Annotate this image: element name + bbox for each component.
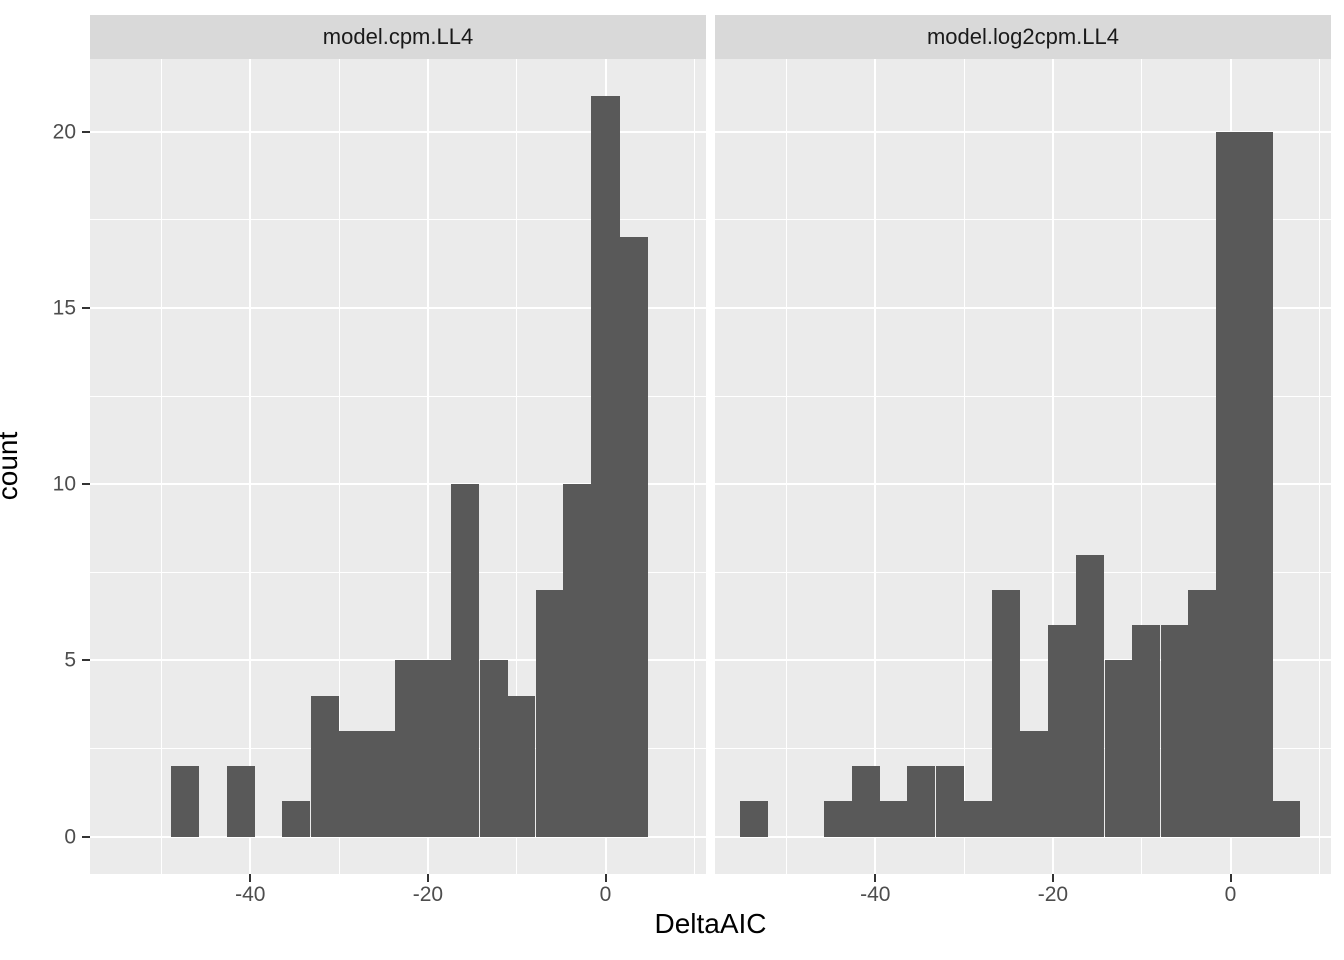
histogram-bar — [1104, 660, 1133, 837]
x-tick-mark — [426, 874, 429, 882]
x-axis-title: DeltaAIC — [654, 908, 767, 939]
y-major-gridline — [715, 483, 1331, 486]
y-tick-mark — [82, 483, 90, 486]
x-minor-gridline — [161, 59, 162, 874]
x-major-gridline — [249, 59, 252, 874]
histogram-bar — [422, 660, 451, 837]
x-tick-label: -20 — [1037, 883, 1069, 906]
x-tick-label: -40 — [235, 883, 266, 906]
y-tick-mark — [82, 130, 90, 133]
histogram-bar — [851, 766, 880, 837]
histogram-bar — [535, 589, 564, 837]
y-tick-label: 0 — [64, 825, 76, 849]
x-minor-gridline — [786, 59, 787, 874]
y-tick-label: 20 — [52, 120, 76, 144]
histogram-bar — [479, 660, 508, 837]
facet-strip-label: model.log2cpm.LL4 — [926, 24, 1119, 49]
x-minor-gridline — [338, 59, 340, 874]
y-tick-label: 10 — [52, 472, 76, 496]
histogram-bar — [507, 695, 536, 837]
histogram-bar — [226, 766, 255, 837]
facet-strip-label: model.cpm.LL4 — [322, 24, 474, 49]
facet-strip-model-log2cpm-ll4: model.log2cpm.LL4 — [715, 15, 1331, 59]
histogram-bar — [964, 801, 993, 837]
y-tick-label: 5 — [64, 648, 76, 672]
histogram-bar — [563, 484, 592, 837]
x-tick-mark — [1229, 874, 1232, 882]
y-minor-gridline — [90, 219, 706, 221]
histogram-bar — [1020, 730, 1049, 837]
x-major-gridline — [874, 59, 877, 874]
x-tick-label: -40 — [860, 883, 891, 906]
histogram-bar — [1047, 625, 1076, 837]
x-tick-label: 0 — [599, 883, 612, 906]
x-minor-gridline — [963, 59, 965, 874]
y-major-gridline — [90, 130, 706, 133]
y-major-gridline — [90, 306, 706, 309]
x-tick-mark — [874, 874, 877, 882]
y-major-gridline — [90, 483, 706, 486]
y-major-gridline — [715, 130, 1331, 133]
facet-panel-model-cpm-ll4 — [90, 59, 706, 874]
x-minor-gridline — [693, 59, 695, 874]
histogram-bar — [170, 766, 199, 837]
y-tick-mark — [82, 306, 90, 309]
histogram-bar — [619, 237, 648, 837]
histogram-bar — [1272, 801, 1301, 837]
histogram-bar — [339, 730, 368, 837]
y-tick-mark — [82, 659, 90, 662]
x-tick-mark — [249, 874, 252, 882]
histogram-bar — [282, 801, 311, 837]
y-major-gridline — [715, 306, 1331, 309]
y-tick-label: 15 — [52, 296, 76, 320]
histogram-bar — [1076, 554, 1105, 837]
x-minor-gridline — [1318, 59, 1320, 874]
y-minor-gridline — [715, 571, 1331, 573]
facet-strip-model-cpm-ll4: model.cpm.LL4 — [90, 15, 706, 59]
histogram-bar — [451, 484, 480, 837]
x-tick-mark — [604, 874, 607, 882]
x-tick-mark — [1051, 874, 1054, 882]
histogram-bar — [991, 589, 1020, 837]
x-minor-gridline — [516, 59, 518, 874]
y-minor-gridline — [90, 395, 706, 397]
y-minor-gridline — [90, 571, 706, 573]
y-minor-gridline — [715, 395, 1331, 397]
facet-panel-model-log2cpm-ll4 — [715, 59, 1331, 874]
histogram-bar — [907, 766, 936, 837]
y-minor-gridline — [715, 219, 1331, 221]
histogram-bar — [1244, 131, 1273, 837]
histogram-bar — [310, 695, 339, 837]
histogram-bar — [935, 766, 964, 837]
x-major-gridline — [426, 59, 429, 874]
histogram-bar — [1188, 589, 1217, 837]
y-major-gridline — [715, 659, 1331, 662]
y-tick-mark — [82, 835, 90, 838]
y-major-gridline — [715, 835, 1331, 838]
x-minor-gridline — [1141, 59, 1143, 874]
histogram-bar — [591, 96, 620, 837]
histogram-bar — [366, 730, 395, 837]
x-major-gridline — [1051, 59, 1054, 874]
histogram-bar — [823, 801, 853, 837]
y-major-gridline — [90, 835, 706, 838]
x-tick-label: -20 — [412, 883, 444, 906]
histogram-bar — [1160, 625, 1189, 837]
histogram-bar — [1216, 131, 1245, 837]
x-tick-label: 0 — [1224, 883, 1237, 906]
histogram-bar — [1132, 625, 1161, 837]
histogram-bar — [395, 660, 424, 837]
histogram-bar — [739, 801, 768, 837]
histogram-bar — [879, 801, 908, 837]
